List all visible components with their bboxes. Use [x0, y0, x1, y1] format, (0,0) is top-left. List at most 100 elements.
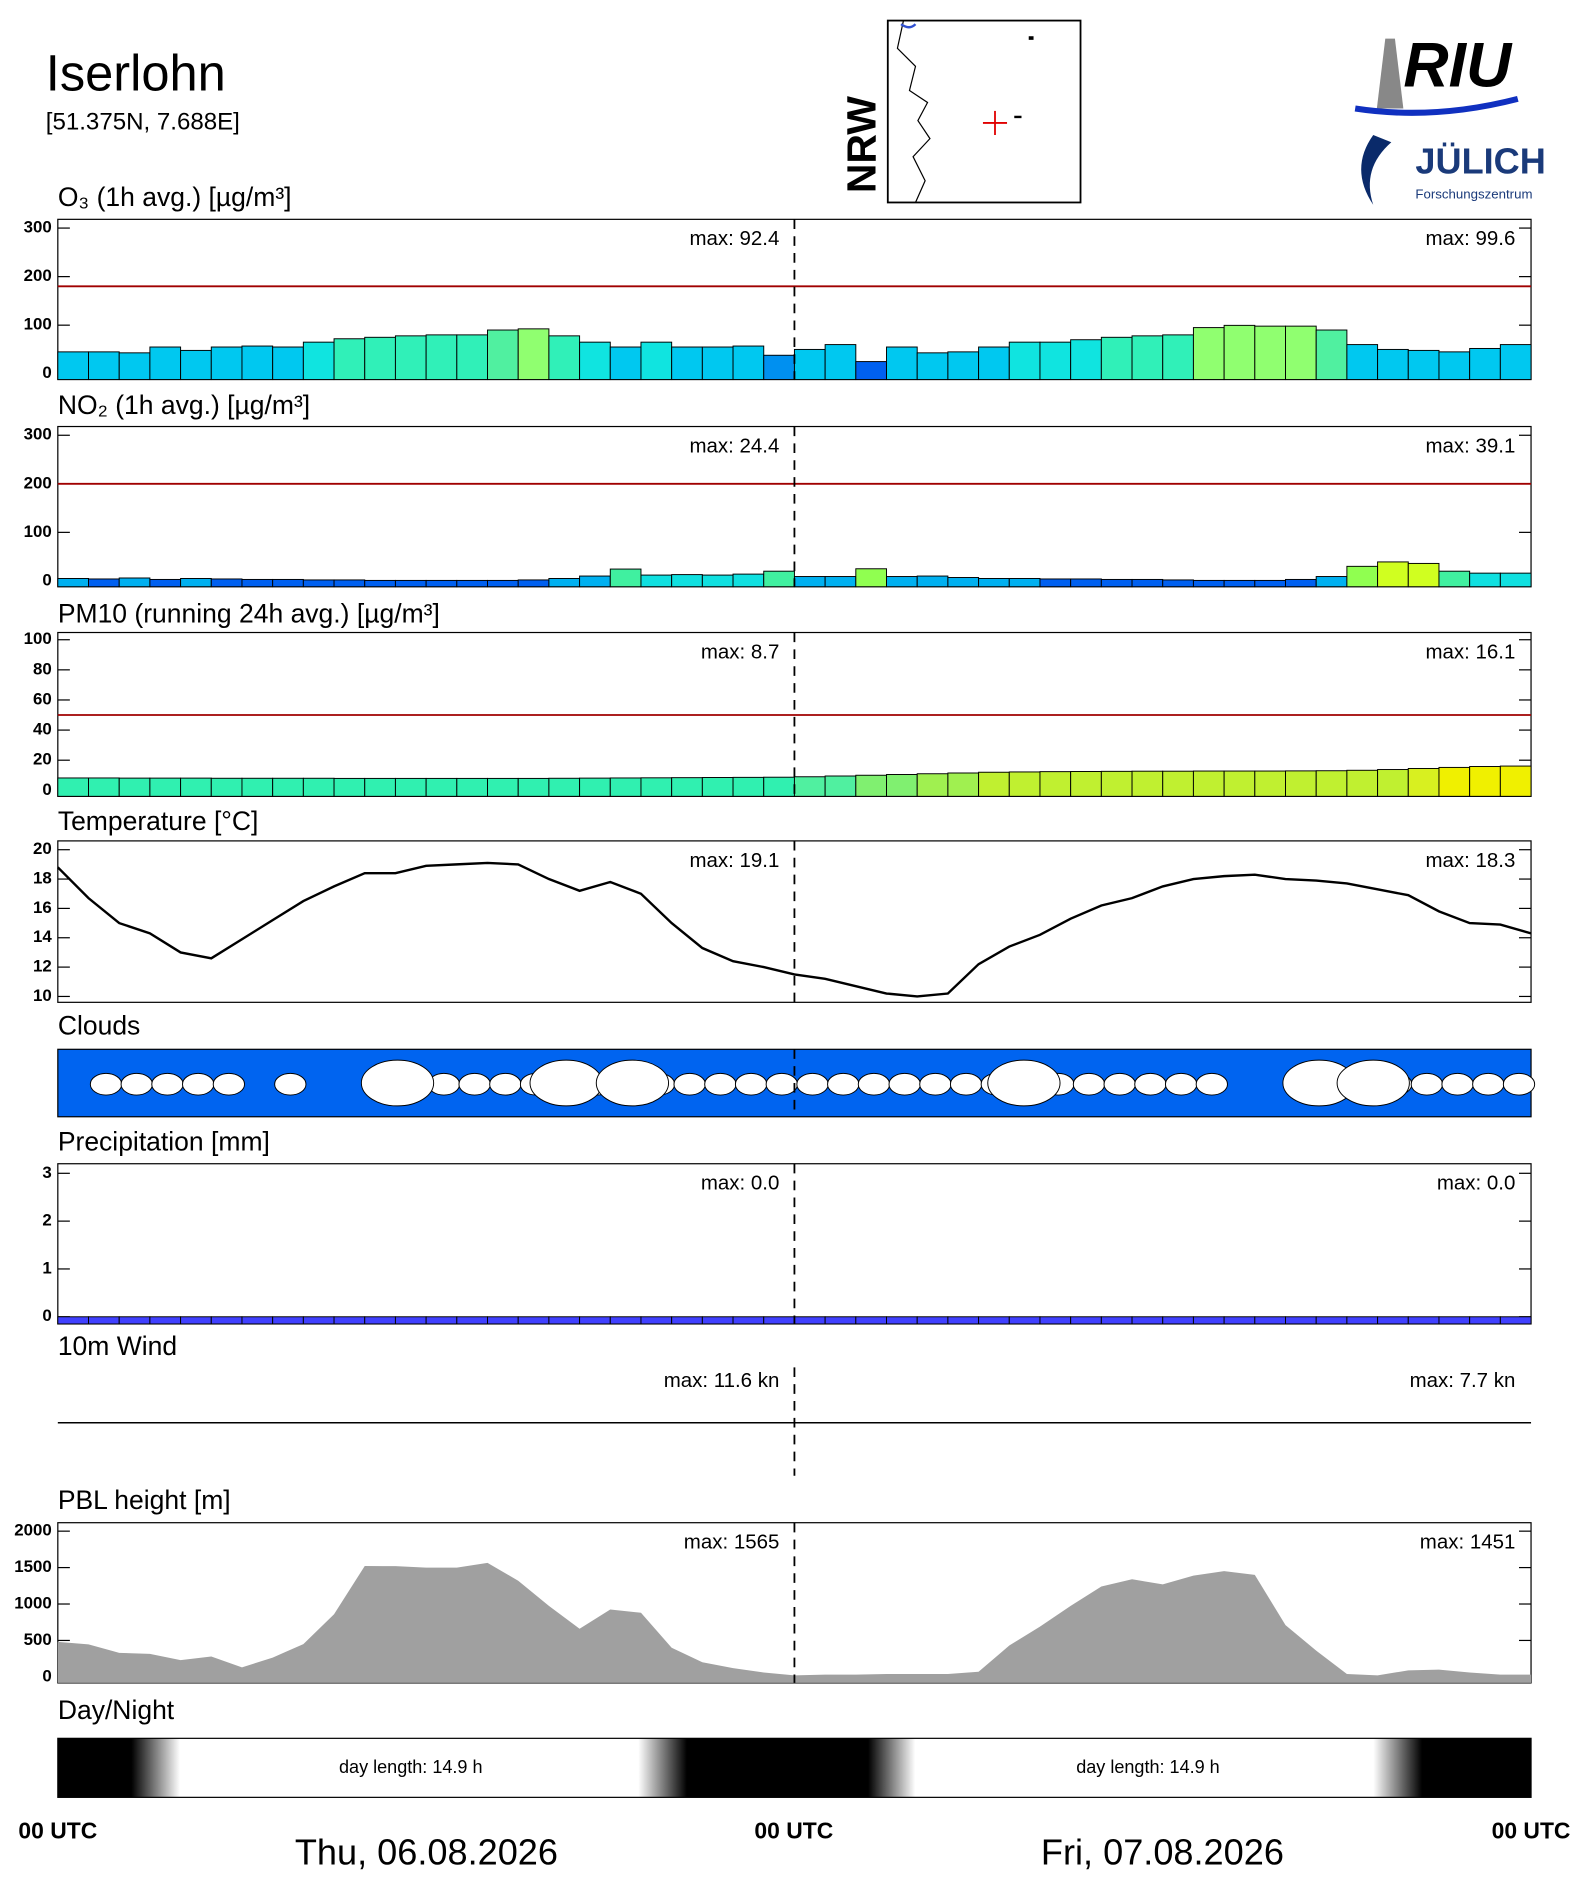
bar	[210, 346, 243, 381]
bar	[1407, 767, 1440, 797]
day-length: day length: 14.9 h	[1076, 1757, 1220, 1777]
bar	[947, 772, 980, 797]
bar	[118, 1316, 151, 1325]
bar	[517, 328, 550, 381]
bar	[1499, 572, 1532, 588]
bar	[1438, 1316, 1471, 1325]
bar	[1285, 325, 1317, 381]
bar	[1469, 572, 1501, 588]
bar	[1315, 770, 1348, 797]
bar	[1039, 341, 1072, 381]
panel-title: PBL height [m]	[58, 1485, 231, 1515]
max-label: max: 99.6	[1425, 227, 1515, 250]
location-title: Iserlohn	[46, 45, 226, 102]
cloud	[673, 1072, 706, 1096]
x-tick-label: 00 UTC	[1492, 1817, 1571, 1843]
cloud	[360, 1059, 435, 1107]
bar	[241, 345, 274, 381]
cloud	[212, 1072, 246, 1096]
bar	[394, 777, 427, 797]
bar	[732, 776, 765, 797]
bar	[1346, 769, 1379, 797]
y-tick-label: 500	[24, 1630, 52, 1649]
bar	[793, 776, 826, 797]
y-tick-label: 20	[33, 839, 52, 858]
bar	[978, 577, 1010, 588]
bar	[886, 774, 918, 797]
max-label: max: 0.0	[1437, 1172, 1516, 1195]
bar	[425, 1316, 458, 1325]
bar	[1469, 766, 1501, 797]
bar	[1407, 349, 1440, 381]
bar	[88, 777, 120, 797]
bar	[732, 345, 765, 381]
bar	[793, 348, 826, 381]
bar	[855, 568, 887, 588]
cloud	[949, 1072, 983, 1096]
bar	[548, 335, 581, 381]
cloud	[595, 1059, 670, 1107]
bar	[517, 579, 550, 588]
bar	[1285, 1316, 1317, 1325]
cloud	[1472, 1072, 1505, 1096]
y-tick-label: 200	[24, 473, 52, 492]
bar	[1008, 577, 1041, 588]
bar	[793, 1316, 826, 1325]
bar	[456, 777, 488, 797]
bar	[517, 1316, 550, 1325]
bar	[394, 1316, 427, 1325]
bar	[579, 777, 611, 797]
bar	[1008, 1316, 1041, 1325]
bar	[1162, 579, 1194, 588]
cloud	[704, 1072, 737, 1096]
bar	[1377, 348, 1409, 381]
bar	[1070, 578, 1102, 588]
bar	[1407, 562, 1440, 588]
bar	[671, 346, 703, 381]
bar	[1377, 769, 1409, 797]
max-label: max: 1565	[684, 1531, 780, 1554]
bar	[1070, 1316, 1102, 1325]
panel-title: O₃ (1h avg.) [µg/m³]	[58, 182, 292, 212]
bar	[1254, 770, 1286, 797]
bar	[1131, 1316, 1164, 1325]
y-tick-label: 2	[42, 1211, 51, 1230]
bar	[763, 776, 795, 797]
bar	[180, 777, 212, 797]
bar	[701, 777, 734, 797]
bar	[57, 1316, 89, 1325]
bar	[640, 1316, 673, 1325]
bar	[886, 576, 918, 588]
cloud	[489, 1072, 522, 1096]
bar	[149, 1316, 182, 1325]
cloud	[274, 1072, 307, 1096]
y-tick-label: 300	[24, 425, 52, 444]
bar	[302, 579, 335, 588]
bar	[609, 346, 642, 381]
bar	[701, 574, 734, 588]
bar	[1039, 1316, 1072, 1325]
plot-frame	[57, 425, 1532, 588]
cloud	[1103, 1072, 1136, 1096]
cloud	[1336, 1059, 1410, 1107]
y-tick-label: 80	[33, 659, 52, 678]
y-tick-label: 300	[24, 218, 52, 237]
max-label: max: 39.1	[1425, 434, 1515, 457]
bar	[1131, 578, 1164, 588]
bar	[425, 579, 458, 588]
bar	[1131, 335, 1164, 381]
bar	[1346, 1316, 1379, 1325]
bar	[1377, 1316, 1409, 1325]
panel-title: Clouds	[58, 1011, 141, 1041]
bar	[1100, 336, 1133, 381]
cloud	[796, 1072, 829, 1096]
bar	[118, 352, 151, 381]
bar	[1285, 578, 1317, 588]
bar	[364, 336, 396, 381]
bar	[456, 579, 488, 588]
bar	[272, 1316, 304, 1325]
y-tick-label: 100	[24, 315, 52, 334]
y-tick-label: 200	[24, 266, 52, 285]
cloud	[765, 1072, 798, 1096]
cloud	[89, 1072, 123, 1096]
